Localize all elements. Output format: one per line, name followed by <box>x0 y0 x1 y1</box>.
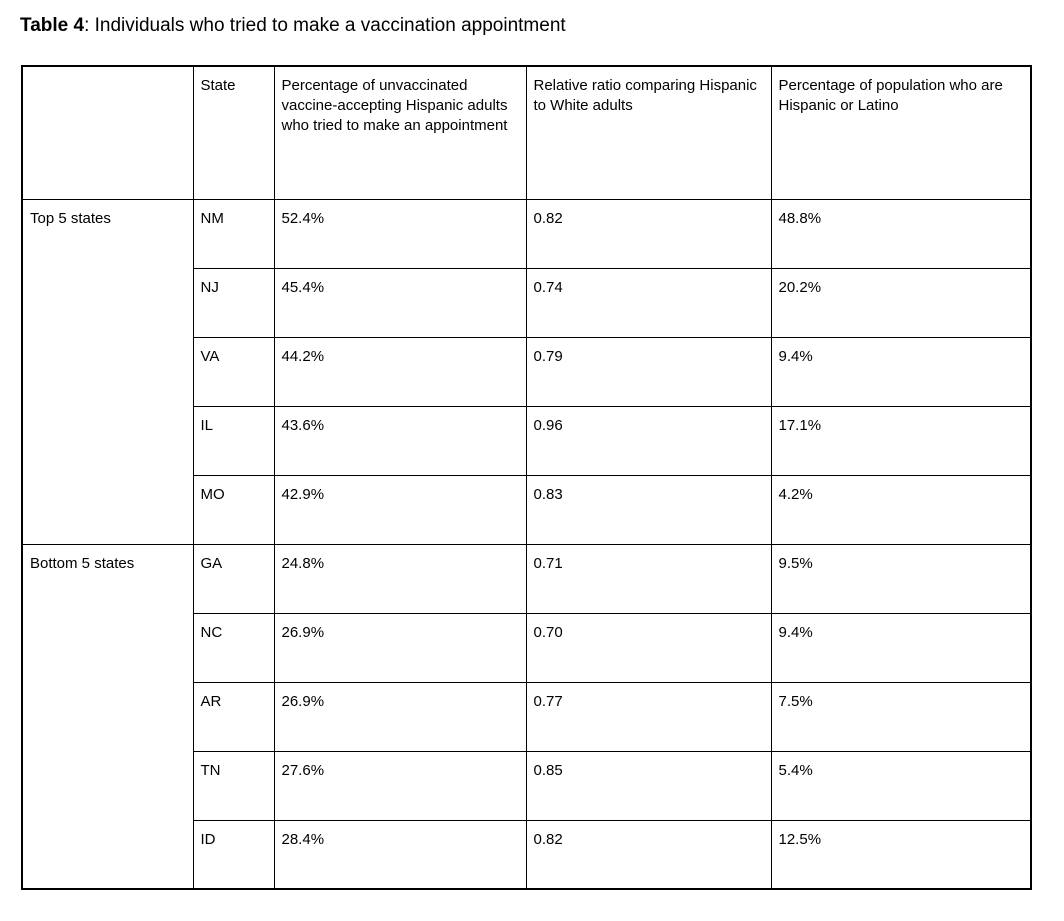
pct-population-cell: 7.5% <box>770 681 1032 752</box>
vaccination-appointment-table: State Percentage of unvaccinated vaccine… <box>21 65 1032 890</box>
state-cell: IL <box>192 405 275 476</box>
pct-tried-cell: 52.4% <box>273 198 527 269</box>
relative-ratio-cell: 0.96 <box>525 405 772 476</box>
relative-ratio-cell: 0.85 <box>525 750 772 821</box>
pct-tried-cell: 44.2% <box>273 336 527 407</box>
pct-population-cell: 9.4% <box>770 336 1032 407</box>
pct-tried-cell: 45.4% <box>273 267 527 338</box>
state-cell: ID <box>192 819 275 890</box>
pct-population-cell: 48.8% <box>770 198 1032 269</box>
table-row: NJ 45.4% 0.74 20.2% <box>22 267 1032 338</box>
pct-population-cell: 5.4% <box>770 750 1032 821</box>
pct-tried-cell: 27.6% <box>273 750 527 821</box>
header-pct-tried: Percentage of unvaccinated vaccine-accep… <box>273 65 527 200</box>
table-row: TN 27.6% 0.85 5.4% <box>22 750 1032 821</box>
header-group <box>21 65 194 200</box>
document-page: Table 4: Individuals who tried to make a… <box>20 14 1064 890</box>
header-row: State Percentage of unvaccinated vaccine… <box>21 65 1032 200</box>
relative-ratio-cell: 0.70 <box>525 612 772 683</box>
state-cell: AR <box>192 681 275 752</box>
state-cell: GA <box>192 543 275 614</box>
pct-population-cell: 12.5% <box>770 819 1032 890</box>
relative-ratio-cell: 0.71 <box>525 543 772 614</box>
table-row: ID 28.4% 0.82 12.5% <box>22 819 1032 890</box>
pct-population-cell: 20.2% <box>770 267 1032 338</box>
pct-tried-cell: 26.9% <box>273 681 527 752</box>
state-cell: VA <box>192 336 275 407</box>
table-caption-text: : Individuals who tried to make a vaccin… <box>84 15 566 36</box>
table-row: VA 44.2% 0.79 9.4% <box>22 336 1032 407</box>
header-pct-population: Percentage of population who are Hispani… <box>770 65 1032 200</box>
group-label-top5: Top 5 states <box>21 198 194 545</box>
header-state: State <box>192 65 275 200</box>
pct-population-cell: 17.1% <box>770 405 1032 476</box>
relative-ratio-cell: 0.77 <box>525 681 772 752</box>
table-row: AR 26.9% 0.77 7.5% <box>22 681 1032 752</box>
pct-tried-cell: 28.4% <box>273 819 527 890</box>
pct-population-cell: 9.5% <box>770 543 1032 614</box>
state-cell: MO <box>192 474 275 545</box>
relative-ratio-cell: 0.79 <box>525 336 772 407</box>
header-relative-ratio: Relative ratio comparing Hispanic to Whi… <box>525 65 772 200</box>
state-cell: NJ <box>192 267 275 338</box>
table-caption-label: Table 4 <box>20 15 85 36</box>
pct-tried-cell: 42.9% <box>273 474 527 545</box>
pct-tried-cell: 43.6% <box>273 405 527 476</box>
state-cell: NC <box>192 612 275 683</box>
pct-tried-cell: 26.9% <box>273 612 527 683</box>
group-label-bottom5: Bottom 5 states <box>21 543 194 890</box>
state-cell: TN <box>192 750 275 821</box>
pct-tried-cell: 24.8% <box>273 543 527 614</box>
table-caption: Table 4: Individuals who tried to make a… <box>20 14 1064 38</box>
pct-population-cell: 4.2% <box>770 474 1032 545</box>
table-row: MO 42.9% 0.83 4.2% <box>22 474 1032 545</box>
state-cell: NM <box>192 198 275 269</box>
table-row: Top 5 states NM 52.4% 0.82 48.8% <box>21 198 1032 545</box>
relative-ratio-cell: 0.74 <box>525 267 772 338</box>
table-row: Bottom 5 states GA 24.8% 0.71 9.5% <box>21 543 1032 890</box>
relative-ratio-cell: 0.82 <box>525 819 772 890</box>
relative-ratio-cell: 0.82 <box>525 198 772 269</box>
relative-ratio-cell: 0.83 <box>525 474 772 545</box>
pct-population-cell: 9.4% <box>770 612 1032 683</box>
table-row: IL 43.6% 0.96 17.1% <box>22 405 1032 476</box>
table-row: NC 26.9% 0.70 9.4% <box>22 612 1032 683</box>
